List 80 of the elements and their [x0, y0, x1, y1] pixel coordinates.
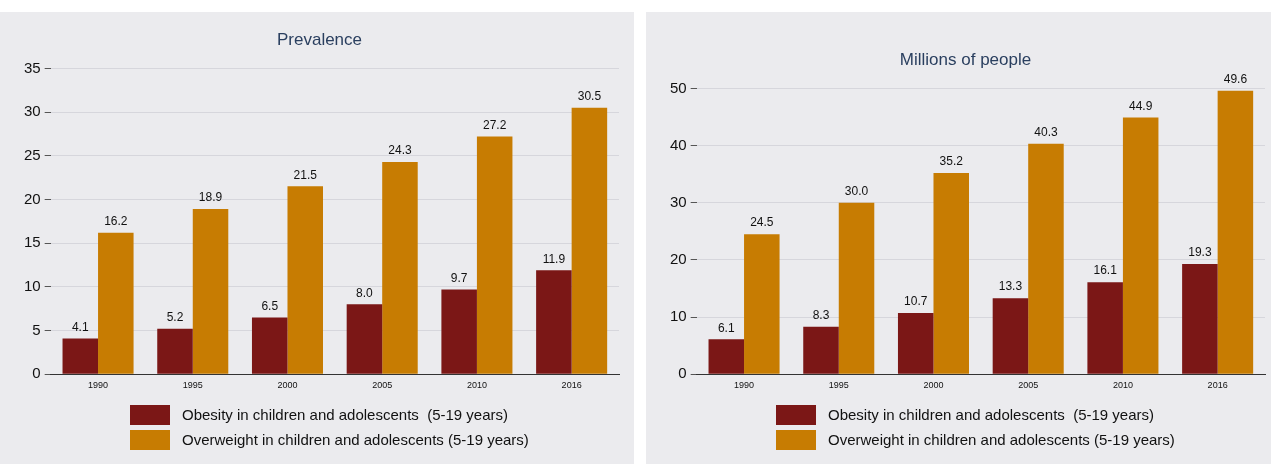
data-label: 9.7	[450, 270, 468, 285]
bar	[287, 186, 323, 374]
y-tick-label: 20	[670, 250, 687, 268]
bar	[62, 338, 99, 374]
data-label: 5.2	[166, 310, 184, 325]
x-tick-label: 2010	[466, 380, 487, 391]
bar	[803, 326, 839, 374]
bar	[476, 136, 513, 374]
x-tick-label: 1990	[88, 380, 109, 391]
data-label: 24.3	[388, 143, 412, 158]
data-label: 6.5	[261, 298, 279, 313]
bar	[251, 317, 288, 374]
bar	[441, 289, 477, 374]
y-tick-label: 0	[678, 364, 687, 382]
chart-title: Prevalence	[276, 29, 363, 49]
x-tick-label: 1995	[182, 380, 203, 391]
bar	[98, 232, 134, 374]
legend-label: Overweight in children and adolescents (5-19 years)	[828, 431, 1175, 448]
y-tick-label: 20	[24, 189, 41, 207]
y-tick-label: 5	[32, 320, 41, 338]
data-label: 16.2	[104, 213, 128, 228]
bar	[708, 339, 745, 374]
data-label: 30.0	[844, 184, 869, 199]
bar	[992, 298, 1029, 374]
y-tick-label: 30	[24, 102, 41, 120]
data-label: 27.2	[483, 117, 507, 132]
data-label: 24.5	[750, 215, 774, 230]
bar	[536, 270, 572, 374]
bar	[744, 234, 780, 374]
bar	[897, 313, 934, 374]
x-tick-label: 2016	[1207, 380, 1228, 391]
x-tick-label: 1995	[828, 380, 849, 391]
bar	[838, 202, 875, 374]
data-label: 49.6	[1223, 72, 1248, 86]
y-tick-label: 10	[24, 276, 41, 294]
legend-label: Obesity in children and adolescents (5-19 years)	[182, 406, 509, 423]
y-tick-label: 10	[670, 307, 687, 325]
y-tick-label: 15	[24, 233, 41, 251]
data-label: 30.5	[577, 89, 602, 104]
data-label: 16.1	[1093, 263, 1118, 278]
data-label: 35.2	[939, 154, 964, 169]
data-label: 44.9	[1129, 98, 1153, 113]
data-label: 11.9	[542, 251, 566, 266]
bar	[1217, 90, 1254, 374]
y-tick-label: 35	[24, 58, 41, 76]
bar	[1182, 263, 1218, 374]
x-tick-label: 2010	[1112, 380, 1133, 391]
bar	[157, 328, 193, 374]
data-label: 10.7	[904, 294, 928, 309]
data-label: 8.3	[812, 308, 830, 323]
legend-label: Obesity in children and adolescents (5-19 years)	[828, 406, 1155, 423]
x-tick-label: 1990	[734, 380, 755, 391]
data-label: 8.0	[356, 285, 374, 300]
x-tick-label: 2005	[372, 380, 393, 391]
legend-label: Overweight in children and adolescents (5-19 years)	[182, 431, 529, 448]
bar	[1087, 282, 1123, 374]
bar	[192, 209, 229, 374]
data-label: 13.3	[998, 279, 1023, 294]
bar	[346, 304, 383, 374]
x-tick-label: 2016	[561, 380, 582, 391]
data-label: 4.1	[71, 319, 89, 334]
y-tick-label: 40	[670, 135, 687, 153]
x-tick-label: 2000	[277, 380, 298, 391]
bar	[382, 161, 418, 374]
y-tick-label: 25	[24, 145, 41, 163]
y-tick-label: 50	[670, 78, 687, 96]
chart-title: Millions of people	[899, 49, 1032, 69]
bar	[933, 173, 969, 374]
bar	[571, 107, 608, 374]
y-tick-label: 30	[670, 192, 687, 210]
bar	[1028, 143, 1064, 374]
data-label: 6.1	[717, 320, 735, 335]
x-tick-label: 2005	[1018, 380, 1039, 391]
x-tick-label: 2000	[923, 380, 944, 391]
y-tick-label: 0	[32, 364, 41, 382]
data-label: 40.3	[1034, 125, 1058, 140]
bar	[1122, 117, 1159, 374]
data-label: 21.5	[293, 167, 318, 182]
data-label: 18.9	[198, 190, 223, 205]
data-label: 19.3	[1188, 245, 1212, 260]
